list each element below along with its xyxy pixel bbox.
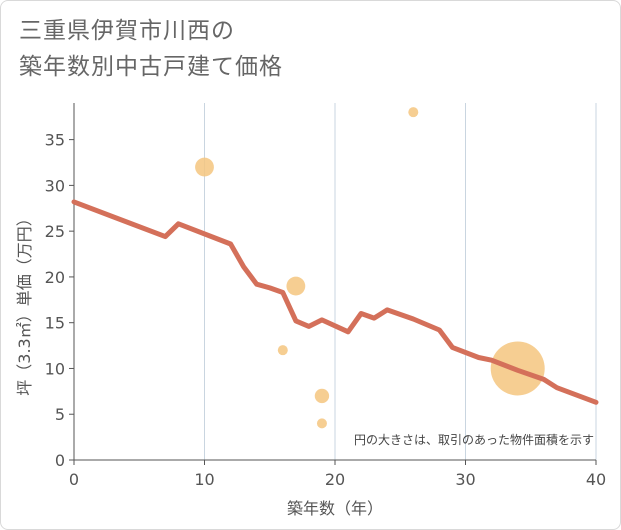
x-tick-label: 20 bbox=[325, 470, 345, 489]
data-bubble bbox=[316, 418, 327, 429]
x-axis-title: 築年数（年） bbox=[287, 499, 383, 518]
x-tick-label: 30 bbox=[455, 470, 475, 489]
y-tick-label: 0 bbox=[55, 451, 65, 470]
x-tick-label: 0 bbox=[69, 470, 79, 489]
data-bubble bbox=[277, 345, 288, 356]
x-tick-label: 10 bbox=[194, 470, 214, 489]
y-tick-label: 5 bbox=[55, 405, 65, 424]
y-tick-label: 20 bbox=[45, 268, 65, 287]
trend-line bbox=[71, 199, 599, 405]
size-annotation: 円の大きさは、取引のあった物件面積を示す bbox=[354, 432, 594, 447]
y-tick-label: 25 bbox=[45, 222, 65, 241]
data-bubble bbox=[314, 388, 330, 404]
y-tick-label: 30 bbox=[45, 176, 65, 195]
y-tick-label: 15 bbox=[45, 314, 65, 333]
y-axis-title: 坪（3.3㎡）単価（万円） bbox=[15, 210, 34, 395]
title-line-2: 築年数別中古戸建て価格 bbox=[19, 54, 283, 80]
line-layer bbox=[71, 199, 599, 405]
axis-layer: 0 10 20 30 40 0 5 10 15 20 25 30 35 bbox=[45, 103, 606, 489]
x-tick-label: 40 bbox=[586, 470, 606, 489]
data-bubble bbox=[195, 157, 214, 177]
grid-layer bbox=[204, 103, 597, 460]
title-line-1: 三重県伊賀市川西の bbox=[19, 18, 235, 44]
y-tick-label: 10 bbox=[45, 359, 65, 378]
y-tick-label: 35 bbox=[45, 131, 65, 150]
data-bubble bbox=[408, 107, 419, 118]
data-bubble bbox=[286, 276, 306, 296]
chart-title: 三重県伊賀市川西の 築年数別中古戸建て価格 bbox=[19, 13, 283, 85]
bubble-layer bbox=[195, 107, 545, 429]
